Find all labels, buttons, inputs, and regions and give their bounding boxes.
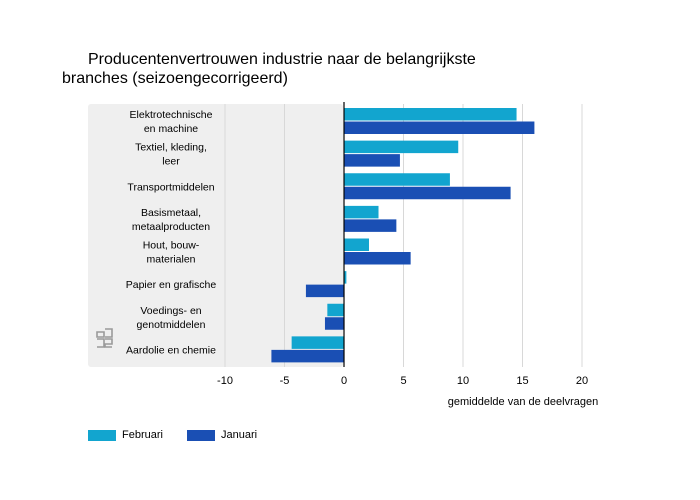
x-tick-label-neg5: -5 (280, 375, 290, 387)
category-label-0: Elektrotechnische en machine (130, 109, 213, 135)
bar-januari-2 (344, 186, 511, 200)
category-panel (88, 104, 343, 367)
chart-title-line-1: Producentenvertrouwen industrie naar de … (88, 51, 476, 68)
category-label-2: Transportmiddelen (127, 181, 214, 193)
bar-februari-7 (291, 336, 344, 349)
category-label-0-line-1: en machine (144, 123, 198, 135)
category-label-0-line-0: Elektrotechnische (130, 109, 213, 121)
category-label-5-line-0: Papier en grafische (126, 279, 217, 291)
bar-januari-6 (324, 317, 344, 330)
bar-februari-1 (344, 140, 459, 154)
category-label-6-line-1: genotmiddelen (137, 319, 206, 331)
bar-februari-0 (344, 108, 517, 121)
bar-januari-3 (344, 219, 397, 232)
bar-januari-1 (344, 154, 400, 167)
bar-februari-2 (344, 173, 450, 186)
legend-item-januari: Januari (186, 429, 258, 441)
x-tick-label-10: 10 (457, 375, 469, 387)
cbs-logo-stroke-1 (105, 328, 113, 338)
category-label-5: Papier en grafische (126, 279, 217, 291)
category-label-3: Basismetaal, metaalproducten (132, 207, 210, 233)
bar-februari-3 (344, 205, 379, 219)
category-label-1-line-1: leer (162, 156, 180, 168)
cbs-logo-icon (96, 328, 113, 348)
bar-februari-4 (344, 238, 369, 251)
cbs-logo-stroke-3 (104, 338, 113, 348)
category-label-4: Hout, bouw-materialen (143, 240, 200, 266)
bar-januari-4 (344, 252, 411, 265)
category-label-4-line-1: materialen (146, 254, 195, 266)
x-tick-label-20: 20 (576, 375, 588, 387)
x-axis-label: gemiddelde van de deelvragen (448, 396, 598, 408)
cbs-logo-stroke-0 (96, 331, 105, 338)
category-label-1: Textiel, kleding, leer (135, 142, 207, 168)
category-label-4-line-0: Hout, bouw- (143, 240, 200, 252)
category-label-3-line-1: metaalproducten (132, 221, 210, 233)
x-tick-label-0: 0 (341, 375, 347, 387)
category-label-6: Voedings- en genotmiddelen (137, 305, 206, 331)
legend-swatch-januari (186, 429, 215, 441)
category-label-3-line-0: Basismetaal, (141, 207, 201, 219)
cbs-logo-stroke-2 (97, 338, 105, 348)
legend-label-februari: Februari (122, 429, 163, 441)
bar-januari-7 (271, 349, 344, 363)
category-label-1-line-0: Textiel, kleding, (135, 142, 207, 154)
legend-swatch-februari (88, 429, 116, 441)
x-tick-label-15: 15 (516, 375, 528, 387)
category-label-7: Aardolie en chemie (126, 344, 216, 356)
chart-title: Producentenvertrouwen industrie naar de … (62, 50, 522, 88)
category-label-7-line-0: Aardolie en chemie (126, 344, 216, 356)
legend-label-januari: Januari (220, 429, 258, 441)
bar-februari-6 (327, 303, 344, 317)
chart-legend: Februari Januari (88, 429, 281, 441)
category-label-6-line-0: Voedings- en (140, 305, 201, 317)
legend-item-februari: Februari (88, 429, 163, 441)
bar-februari-5 (344, 271, 347, 284)
x-tick-label-neg10: -10 (217, 375, 233, 387)
chart-title-line-2: branches (seizoengecorrigeerd) (62, 70, 288, 87)
category-label-2-line-0: Transportmiddelen (127, 181, 214, 193)
x-tick-label-5: 5 (400, 375, 406, 387)
bar-januari-0 (344, 121, 535, 134)
bar-januari-5 (305, 284, 344, 298)
